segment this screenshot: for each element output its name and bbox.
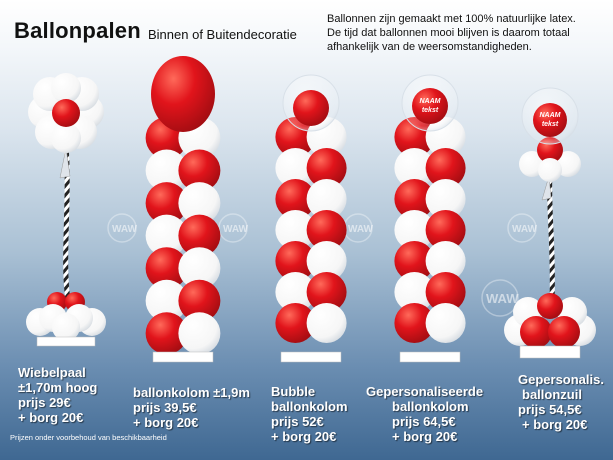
- ballonzuil-illustration: NAAM tekst: [504, 87, 596, 359]
- balloon: [275, 179, 316, 219]
- balloon: [178, 149, 221, 192]
- balloon: [275, 148, 316, 188]
- balloon: [425, 179, 466, 219]
- balloon: [145, 182, 188, 225]
- caption-line: + borg 20€: [18, 410, 84, 425]
- product-caption-ballonkolom: ballonkolom ±1,9m prijs 39,5€ + borg 20€: [133, 385, 250, 430]
- balloon: [178, 247, 221, 290]
- balloon: [178, 312, 221, 355]
- balloon: [145, 312, 188, 355]
- caption-line: prijs 39,5€: [133, 400, 197, 415]
- balloon: [394, 148, 435, 188]
- watermark-text: WAW: [112, 224, 138, 235]
- product-caption-bubble: Bubble ballonkolom prijs 52€ + borg 20€: [271, 384, 348, 444]
- wiebelpaal-illustration: [26, 73, 106, 347]
- caption-line: Gepersonalis.: [518, 372, 604, 387]
- product-caption-gepersonaliseerd: Gepersonaliseerde ballonkolom prijs 64,5…: [366, 384, 483, 444]
- caption-line: prijs 64,5€: [392, 414, 456, 429]
- caption-line: Bubble: [271, 384, 316, 399]
- caption-line: ballonkolom: [392, 399, 469, 414]
- caption-line: prijs 54,5€: [518, 402, 582, 417]
- balloon: [306, 179, 347, 219]
- balloon: [145, 214, 188, 257]
- bubble-label: NAAM: [420, 98, 441, 105]
- balloon: [394, 241, 435, 281]
- bubble-label: tekst: [542, 121, 559, 128]
- bubble-ballonkolom-illustration: [275, 74, 347, 363]
- balloon: [306, 210, 347, 250]
- watermark-text: WAW: [223, 224, 249, 235]
- bubble-label: NAAM: [540, 112, 561, 119]
- intro-text: Ballonnen zijn gemaakt met 100% natuurli…: [327, 12, 607, 54]
- balloon: [306, 241, 347, 281]
- watermark-text: WAW: [348, 224, 374, 235]
- balloon: [425, 241, 466, 281]
- column-base: [399, 351, 461, 363]
- balloon: [145, 149, 188, 192]
- balloon: [306, 272, 347, 312]
- intro-line: afhankelijk van de weersomstandigheden.: [327, 41, 532, 53]
- gepersonaliseerde-ballonkolom-illustration: NAAM tekst: [394, 74, 466, 363]
- watermark-logo: [218, 213, 248, 243]
- caption-line: Wiebelpaal: [18, 365, 86, 380]
- balloon: [394, 303, 435, 343]
- product-caption-ballonzuil: Gepersonalis. ballonzuil prijs 54,5€ + b…: [518, 372, 604, 432]
- caption-line: ±1,70m hoog: [18, 380, 98, 395]
- page-subtitle: Binnen of Buitendecoratie: [148, 27, 297, 42]
- caption-line: prijs 29€: [18, 395, 71, 410]
- balloon: [412, 88, 448, 124]
- balloon: [394, 210, 435, 250]
- caption-line: prijs 52€: [271, 414, 324, 429]
- balloon: [145, 279, 188, 322]
- caption-line: Gepersonaliseerde: [366, 384, 484, 399]
- balloon: [275, 210, 316, 250]
- caption-line: + borg 20€: [133, 415, 199, 430]
- balloon: [425, 303, 466, 343]
- intro-line: De tijd dat ballonnen mooi blijven is da…: [327, 27, 570, 39]
- balloon: [394, 272, 435, 312]
- watermark-text: WAW: [512, 224, 538, 235]
- column-base: [152, 351, 214, 363]
- watermark-text: WAW: [486, 291, 519, 306]
- balloon: [425, 272, 466, 312]
- watermark-logo: [507, 213, 537, 243]
- balloon: [394, 179, 435, 219]
- page-title: Ballonpalen: [14, 18, 141, 43]
- caption-line: + borg 20€: [271, 429, 337, 444]
- watermark-logo: [481, 279, 519, 317]
- balloon: [178, 279, 221, 322]
- column-base: [280, 351, 342, 363]
- intro-line: Ballonnen zijn gemaakt met 100% natuurli…: [327, 13, 576, 25]
- balloon: [275, 241, 316, 281]
- footnote: Prijzen onder voorbehoud van beschikbaar…: [10, 433, 167, 442]
- caption-line: ballonkolom ±1,9m: [133, 385, 250, 400]
- watermark-logo: [107, 213, 137, 243]
- balloon: [145, 247, 188, 290]
- caption-line: ballonzuil: [522, 387, 582, 402]
- balloon: [178, 182, 221, 225]
- balloon: [425, 210, 466, 250]
- balloon: [178, 214, 221, 257]
- bubble-label: tekst: [422, 107, 439, 114]
- balloon: [425, 148, 466, 188]
- balloon: [275, 303, 316, 343]
- balloon: [293, 90, 329, 126]
- ballonkolom-illustration: [145, 56, 221, 363]
- product-caption-wiebelpaal: Wiebelpaal ±1,70m hoog prijs 29€ + borg …: [18, 365, 97, 425]
- top-balloon: [151, 56, 215, 132]
- caption-line: + borg 20€: [392, 429, 458, 444]
- balloon: [306, 303, 347, 343]
- caption-line: + borg 20€: [522, 417, 588, 432]
- balloon: [275, 272, 316, 312]
- balloon: [306, 148, 347, 188]
- caption-line: ballonkolom: [271, 399, 348, 414]
